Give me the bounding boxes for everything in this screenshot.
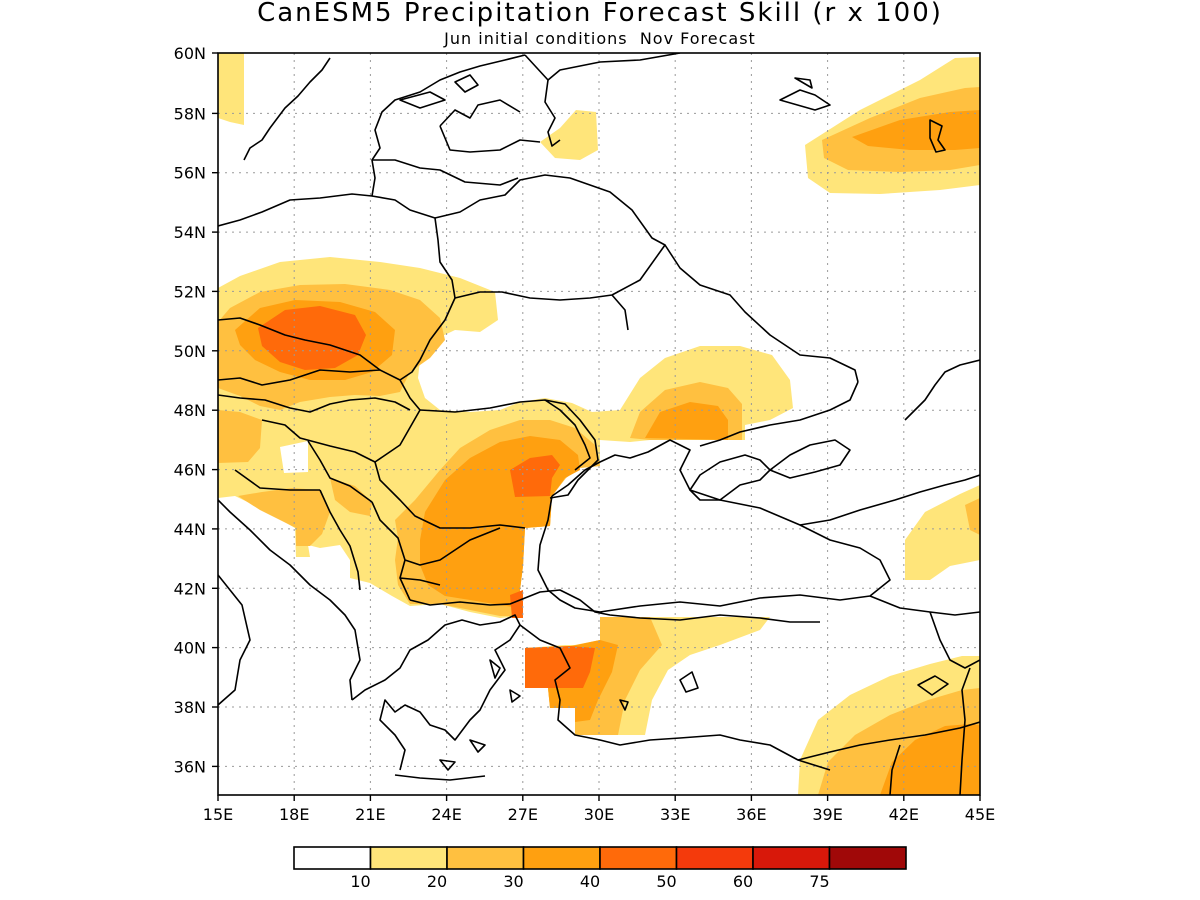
contour-40-50 [525,646,595,688]
rybinsk-reservoir [929,119,946,153]
lon-tick-label: 18E [279,805,309,824]
belarus-border [434,174,666,301]
lake-van [917,675,949,696]
lon-tick-label: 39E [812,805,842,824]
cyprus-hint [619,699,629,711]
gulf-of-riga [439,99,521,127]
coastlines-borders [218,53,980,795]
syria-border [797,667,980,795]
lat-tick-label: 60N [174,44,206,63]
finland-coast [547,53,681,81]
contour-white-hole [280,441,308,473]
map-grid [218,53,980,795]
lon-tick-label: 24E [431,805,461,824]
contour-20-30 [238,488,330,546]
contour-20-30 [330,478,372,516]
axis-ticks [212,52,981,801]
armenia-georgia [929,611,980,669]
lat-tick-label: 46N [174,461,206,480]
lat-tick-label: 38N [174,698,206,717]
contour-30-40 [645,402,728,440]
contour-40-50 [258,306,366,370]
ukraine-north-border [611,244,859,383]
white-sea-islands [779,77,831,111]
lon-tick-label: 21E [355,805,385,824]
caspian-coast [904,359,980,421]
gotland [454,74,479,93]
lon-tick-label: 45E [965,805,995,824]
greece-coast [351,614,521,771]
contour-10-20 [540,110,598,160]
legend-swatch [293,846,372,870]
legend-label: 20 [427,872,447,891]
aegean-turkey-coast [519,589,831,771]
legend-swatch [446,846,525,870]
lat-tick-label: 52N [174,282,206,301]
baltic-states-borders [372,125,541,186]
color-legend: 10 20 30 40 50 60 75 [293,846,907,891]
legend-label: 75 [809,872,829,891]
balkans-borders [234,440,501,601]
lon-tick-label: 15E [203,805,233,824]
ukraine-east-border [699,381,859,447]
austria-hungary-borders [218,394,421,463]
legend-swatch [522,846,601,870]
legend-label: 50 [656,872,676,891]
contour-20-30 [965,498,980,535]
lon-tick-label: 27E [508,805,538,824]
sweden-coast [243,57,331,161]
legend-label: 30 [503,872,523,891]
lat-tick-label: 58N [174,104,206,123]
tuz-lake [679,671,699,693]
lat-tick-label: 36N [174,757,206,776]
legend-swatch [752,846,831,870]
contour-10-20 [905,485,980,580]
latitude-labels: 60N 58N 56N 54N 52N 50N 48N 46N 44N 42N … [174,44,206,776]
map-title: CanESM5 Precipitation Forecast Skill (r … [257,0,943,28]
contour-30-40 [852,110,980,150]
romania-borders [374,399,599,529]
legend-swatch [675,846,754,870]
legend-swatch [828,846,907,870]
baltic-coast [218,54,526,227]
lat-tick-label: 44N [174,520,206,539]
lon-tick-label: 30E [584,805,614,824]
lat-tick-label: 56N [174,164,206,183]
legend-swatch [599,846,678,870]
skill-contours [218,53,980,795]
moldova-border [544,399,591,471]
poland-border [371,195,456,381]
lon-tick-label: 33E [660,805,690,824]
lat-tick-label: 50N [174,342,206,361]
sea-of-azov [769,439,851,479]
contour-10-20 [218,53,244,125]
legend-label: 60 [733,872,753,891]
contour-40-50 [510,590,523,618]
contour-40-50 [510,455,560,497]
lat-tick-label: 54N [174,223,206,242]
czech-slovak-borders [218,317,421,411]
black-sea-coast [537,439,891,613]
lat-tick-label: 42N [174,579,206,598]
lon-tick-label: 42E [889,805,919,824]
italy-coast [218,574,251,706]
contour-20-30 [218,410,262,463]
adriatic-coast [218,499,361,701]
saaremaa [399,91,446,109]
contour-30-40 [880,724,980,795]
lat-tick-label: 48N [174,401,206,420]
legend-label: 40 [580,872,600,891]
lon-tick-label: 36E [736,805,766,824]
map-subtitle: Jun initial conditions Nov Forecast [444,29,756,48]
longitude-labels: 15E 18E 21E 24E 27E 30E 33E 36E 39E 42E … [203,805,995,824]
legend-label: 10 [350,872,370,891]
lat-tick-label: 40N [174,639,206,658]
greek-islands [394,659,521,781]
legend-swatch [369,846,448,870]
bulgaria-south-border [409,599,521,606]
